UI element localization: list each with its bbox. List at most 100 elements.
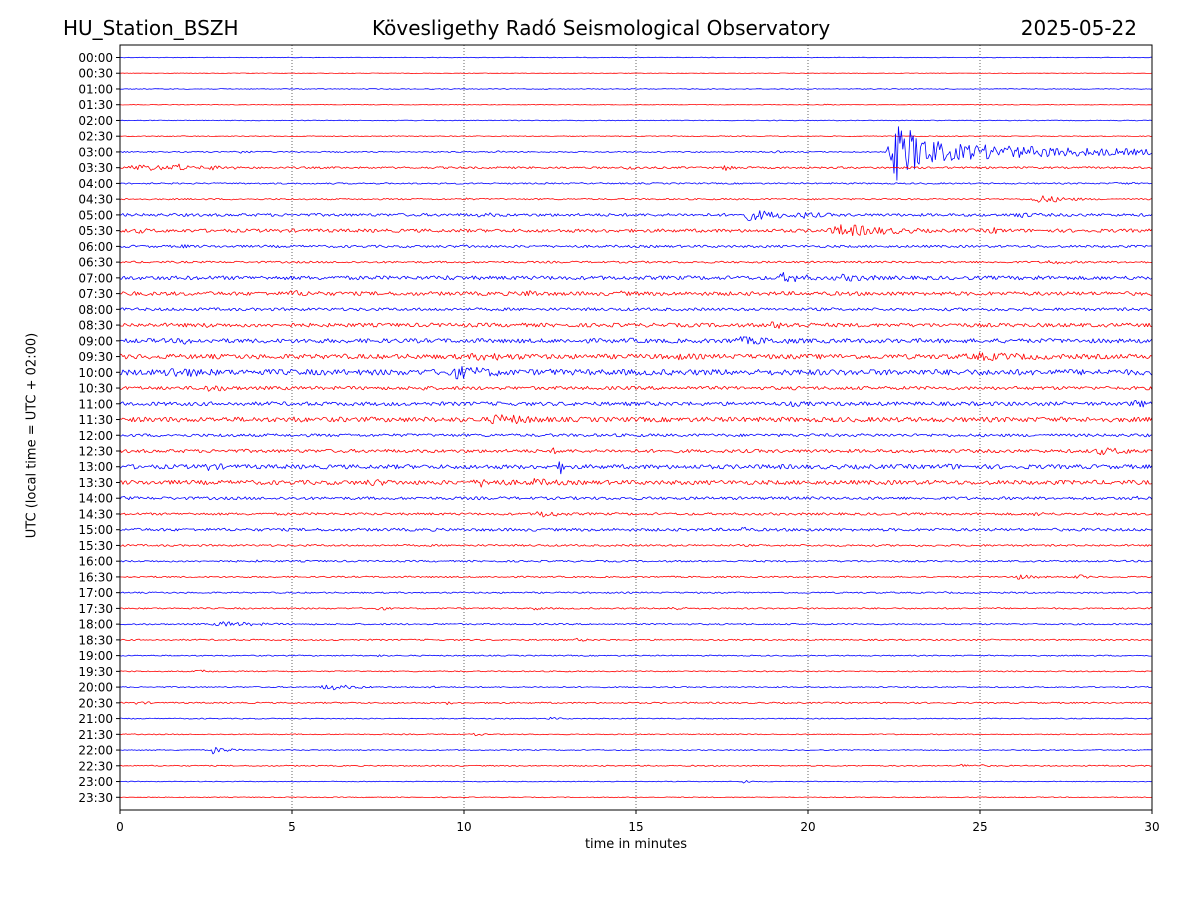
trace-13:30 xyxy=(119,478,1153,488)
y-tick-label: 10:30 xyxy=(78,382,113,396)
trace-16:00 xyxy=(119,559,1153,563)
y-tick-label: 13:00 xyxy=(78,460,113,474)
x-tick-label: 5 xyxy=(288,820,296,834)
x-tick-label: 30 xyxy=(1144,820,1159,834)
y-tick-label: 12:00 xyxy=(78,429,113,443)
y-tick-label: 05:30 xyxy=(78,224,113,238)
y-tick-label: 03:30 xyxy=(78,161,113,175)
y-tick-label: 20:30 xyxy=(78,696,113,710)
y-tick-label: 20:00 xyxy=(78,681,113,695)
y-tick-label: 21:00 xyxy=(78,712,113,726)
y-tick-label: 18:00 xyxy=(78,618,113,632)
y-tick-label: 06:00 xyxy=(78,240,113,254)
y-tick-label: 03:00 xyxy=(78,145,113,159)
trace-18:00 xyxy=(119,621,1153,627)
trace-04:00 xyxy=(119,182,1153,185)
y-tick-label: 11:00 xyxy=(78,397,113,411)
trace-19:00 xyxy=(119,654,1152,658)
x-tick-label: 0 xyxy=(116,820,124,834)
x-tick-label: 15 xyxy=(628,820,643,834)
y-tick-label: 17:00 xyxy=(78,586,113,600)
y-tick-label: 23:30 xyxy=(78,791,113,805)
y-tick-label: 10:00 xyxy=(78,366,113,380)
trace-02:30 xyxy=(119,135,1153,137)
trace-11:30 xyxy=(119,414,1153,425)
trace-17:30 xyxy=(119,606,1152,611)
y-tick-label: 23:00 xyxy=(78,775,113,789)
y-tick-label: 07:00 xyxy=(78,271,113,285)
y-tick-label: 21:30 xyxy=(78,728,113,742)
trace-05:00 xyxy=(119,210,1153,222)
y-tick-label: 02:00 xyxy=(78,114,113,128)
y-tick-label: 08:00 xyxy=(78,303,113,317)
y-tick-label: 05:00 xyxy=(78,208,113,222)
trace-23:30 xyxy=(119,796,1153,799)
trace-00:00 xyxy=(119,56,1152,59)
y-tick-label: 19:30 xyxy=(78,665,113,679)
y-tick-label: 09:30 xyxy=(78,350,113,364)
trace-14:30 xyxy=(119,511,1153,518)
y-tick-label: 18:30 xyxy=(78,633,113,647)
trace-21:30 xyxy=(119,732,1153,737)
trace-06:30 xyxy=(119,260,1153,265)
trace-08:30 xyxy=(119,321,1153,329)
x-axis-ticks: 0 5 10 15 20 25 30 xyxy=(116,810,1160,834)
chart-title: Kövesligethy Radó Seismological Observat… xyxy=(372,16,831,40)
y-tick-label: 04:00 xyxy=(78,177,113,191)
y-tick-label: 14:30 xyxy=(78,507,113,521)
y-tick-label: 00:30 xyxy=(78,67,113,81)
y-tick-label: 16:00 xyxy=(78,555,113,569)
y-axis-label: UTC (local time = UTC + 02:00) xyxy=(24,332,40,539)
y-tick-label: 06:30 xyxy=(78,256,113,270)
y-tick-label: 15:30 xyxy=(78,539,113,553)
trace-20:30 xyxy=(119,701,1153,705)
trace-00:30 xyxy=(120,72,1153,74)
y-tick-label: 11:30 xyxy=(78,413,113,427)
trace-02:00 xyxy=(119,119,1153,122)
trace-22:00 xyxy=(119,746,1152,755)
station-name: HU_Station_BSZH xyxy=(63,16,239,40)
trace-10:30 xyxy=(119,385,1153,392)
trace-10:00 xyxy=(119,366,1153,380)
trace-01:30 xyxy=(119,103,1152,106)
y-tick-label: 13:30 xyxy=(78,476,113,490)
y-tick-label: 22:00 xyxy=(78,744,113,758)
trace-09:00 xyxy=(119,336,1153,345)
trace-23:00 xyxy=(120,780,1153,784)
y-tick-label: 02:30 xyxy=(78,130,113,144)
y-tick-label: 19:00 xyxy=(78,649,113,663)
y-tick-label: 14:00 xyxy=(78,492,113,506)
y-tick-label: 22:30 xyxy=(78,759,113,773)
y-tick-label: 16:30 xyxy=(78,570,113,584)
chart-date: 2025-05-22 xyxy=(1020,16,1137,40)
y-tick-label: 01:30 xyxy=(78,98,113,112)
seismic-traces xyxy=(119,56,1153,799)
trace-06:00 xyxy=(119,244,1153,249)
trace-07:00 xyxy=(119,272,1153,283)
trace-09:30 xyxy=(119,352,1153,361)
trace-15:30 xyxy=(119,544,1153,547)
trace-01:00 xyxy=(120,88,1153,90)
trace-22:30 xyxy=(119,763,1153,767)
trace-08:00 xyxy=(119,307,1153,312)
x-tick-label: 20 xyxy=(800,820,815,834)
y-tick-label: 04:30 xyxy=(78,193,113,207)
trace-03:00 xyxy=(119,126,1153,181)
trace-11:00 xyxy=(119,399,1153,408)
trace-15:00 xyxy=(119,526,1153,532)
y-tick-label: 15:00 xyxy=(78,523,113,537)
y-tick-label: 01:00 xyxy=(78,82,113,96)
trace-03:30 xyxy=(119,163,1152,171)
trace-20:00 xyxy=(119,684,1153,691)
trace-17:00 xyxy=(119,591,1153,594)
trace-05:30 xyxy=(119,224,1153,236)
trace-07:30 xyxy=(120,290,1153,297)
trace-18:30 xyxy=(119,637,1153,642)
y-tick-label: 12:30 xyxy=(78,445,113,459)
y-tick-label: 17:30 xyxy=(78,602,113,616)
vertical-grid xyxy=(291,45,981,810)
trace-14:00 xyxy=(119,495,1153,501)
x-axis-label: time in minutes xyxy=(584,837,688,852)
